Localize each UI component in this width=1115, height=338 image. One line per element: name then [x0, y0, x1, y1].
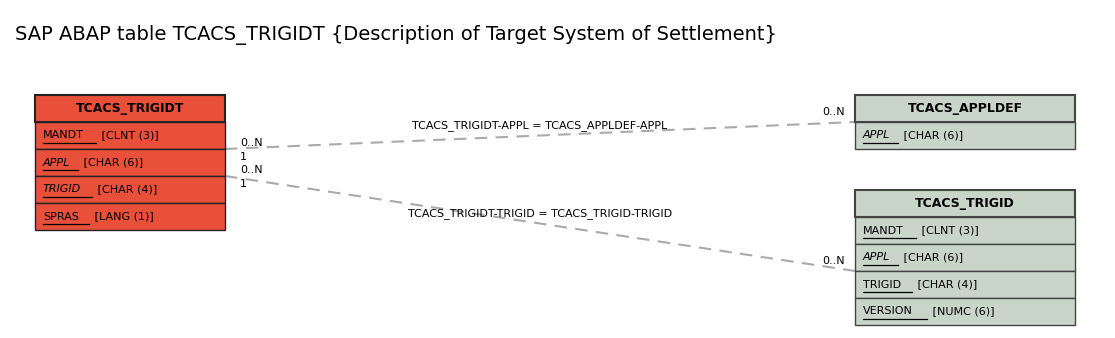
- Bar: [855, 190, 1075, 217]
- Text: APPL: APPL: [863, 252, 891, 263]
- Bar: [855, 217, 1075, 244]
- Text: 0..N: 0..N: [240, 138, 263, 148]
- Bar: [35, 122, 225, 149]
- Text: MANDT: MANDT: [43, 130, 84, 141]
- Text: MANDT: MANDT: [863, 225, 904, 236]
- Bar: [35, 176, 225, 203]
- Text: TCACS_APPLDEF: TCACS_APPLDEF: [908, 102, 1022, 115]
- Text: 0..N: 0..N: [823, 107, 845, 117]
- Text: TCACS_TRIGID: TCACS_TRIGID: [915, 197, 1015, 210]
- Bar: [855, 298, 1075, 325]
- Text: 1: 1: [240, 179, 248, 189]
- Text: [CHAR (6)]: [CHAR (6)]: [900, 130, 963, 141]
- Text: [CHAR (6)]: [CHAR (6)]: [900, 252, 963, 263]
- Text: [CLNT (3)]: [CLNT (3)]: [98, 130, 158, 141]
- Bar: [35, 149, 225, 176]
- Bar: [35, 95, 225, 122]
- Bar: [35, 203, 225, 230]
- Bar: [855, 122, 1075, 149]
- Text: APPL: APPL: [863, 130, 891, 141]
- Text: [CLNT (3)]: [CLNT (3)]: [918, 225, 979, 236]
- Text: [CHAR (6)]: [CHAR (6)]: [80, 158, 144, 168]
- Text: 1: 1: [240, 152, 248, 162]
- Text: [CHAR (4)]: [CHAR (4)]: [914, 280, 978, 290]
- Bar: [855, 95, 1075, 122]
- Text: SPRAS: SPRAS: [43, 212, 79, 221]
- Text: TCACS_TRIGIDT-APPL = TCACS_APPLDEF-APPL: TCACS_TRIGIDT-APPL = TCACS_APPLDEF-APPL: [413, 120, 668, 131]
- Text: TCACS_TRIGIDT: TCACS_TRIGIDT: [76, 102, 184, 115]
- Text: SAP ABAP table TCACS_TRIGIDT {Description of Target System of Settlement}: SAP ABAP table TCACS_TRIGIDT {Descriptio…: [14, 25, 777, 45]
- Text: APPL: APPL: [43, 158, 70, 168]
- Text: [CHAR (4)]: [CHAR (4)]: [95, 185, 157, 194]
- Text: [LANG (1)]: [LANG (1)]: [91, 212, 154, 221]
- Text: VERSION: VERSION: [863, 307, 913, 316]
- Text: TRIGID: TRIGID: [43, 185, 81, 194]
- Bar: [855, 244, 1075, 271]
- Text: TCACS_TRIGIDT-TRIGID = TCACS_TRIGID-TRIGID: TCACS_TRIGIDT-TRIGID = TCACS_TRIGID-TRIG…: [408, 208, 672, 219]
- Text: 0..N: 0..N: [823, 256, 845, 266]
- Text: TRIGID: TRIGID: [863, 280, 901, 290]
- Text: 0..N: 0..N: [240, 165, 263, 175]
- Bar: [855, 271, 1075, 298]
- Text: [NUMC (6)]: [NUMC (6)]: [930, 307, 995, 316]
